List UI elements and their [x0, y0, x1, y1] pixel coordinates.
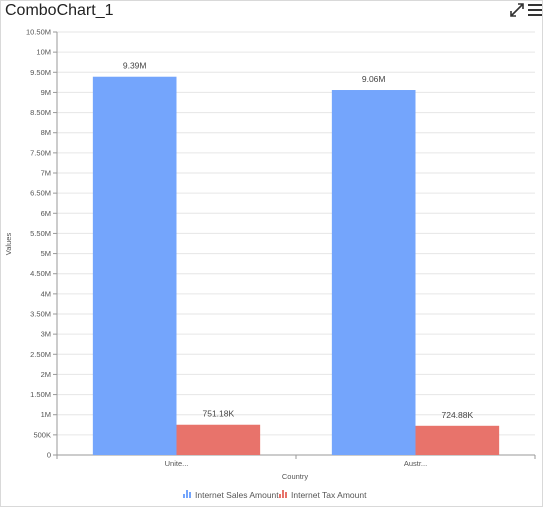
- y-tick-label: 7.50M: [30, 148, 51, 157]
- y-tick-label: 1M: [41, 410, 51, 419]
- y-tick-label: 6.50M: [30, 189, 51, 198]
- y-axis-title: Values: [4, 233, 13, 256]
- data-label: 9.39M: [123, 61, 147, 71]
- y-tick-label: 2M: [41, 370, 51, 379]
- data-label: 751.18K: [202, 409, 234, 419]
- bars: [92, 76, 500, 456]
- bar-chart-icon: [279, 490, 287, 498]
- legend-label: Internet Sales Amount: [195, 490, 279, 500]
- bar[interactable]: [415, 425, 500, 455]
- y-tick-label: 6M: [41, 209, 51, 218]
- y-tick-label: 9M: [41, 88, 51, 97]
- y-tick-label: 4M: [41, 289, 51, 298]
- y-tick-label: 3M: [41, 330, 51, 339]
- bar-chart-icon: [183, 490, 191, 498]
- y-tick-label: 10.50M: [26, 28, 51, 37]
- bar[interactable]: [331, 90, 416, 456]
- y-tick-label: 8.50M: [30, 108, 51, 117]
- x-axis: Unite... Austr...: [56, 454, 536, 468]
- y-tick-label: 7M: [41, 169, 51, 178]
- legend-label: Internet Tax Amount: [291, 490, 367, 500]
- data-label: 724.88K: [441, 410, 473, 420]
- y-tick-label: 1.50M: [30, 390, 51, 399]
- y-tick-label: 2.50M: [30, 350, 51, 359]
- y-tick-label: 5M: [41, 249, 51, 258]
- y-tick-label: 9.50M: [30, 68, 51, 77]
- widget-title: ComboChart_1: [5, 2, 114, 19]
- y-tick-label: 0: [47, 451, 51, 460]
- legend-item[interactable]: Internet Sales Amount: [183, 490, 279, 500]
- menu-icon[interactable]: [526, 1, 544, 19]
- y-tick-label: 4.50M: [30, 269, 51, 278]
- maximize-icon[interactable]: [508, 1, 526, 19]
- legend-item[interactable]: Internet Tax Amount: [279, 490, 367, 500]
- x-tick-label: Unite...: [165, 459, 189, 468]
- y-tick-label: 5.50M: [30, 229, 51, 238]
- y-tick-label: 10M: [36, 48, 51, 57]
- y-tick-label: 500K: [33, 430, 51, 439]
- bar[interactable]: [92, 76, 177, 456]
- x-tick-label: Austr...: [404, 459, 427, 468]
- legend: Internet Sales Amount Internet Tax Amount: [183, 490, 367, 500]
- y-tick-label: 8M: [41, 128, 51, 137]
- y-tick-label: 3.50M: [30, 310, 51, 319]
- x-axis-title: Country: [282, 472, 309, 481]
- data-labels: 9.39M 751.18K 9.06M 724.88K: [123, 61, 474, 420]
- y-axis: 0 500K 1M 1.50M 2M 2.50M 3M 3.50M 4M 4.50M 5M 5.50M…: [26, 28, 58, 460]
- bar[interactable]: [176, 424, 261, 455]
- data-label: 9.06M: [362, 74, 386, 84]
